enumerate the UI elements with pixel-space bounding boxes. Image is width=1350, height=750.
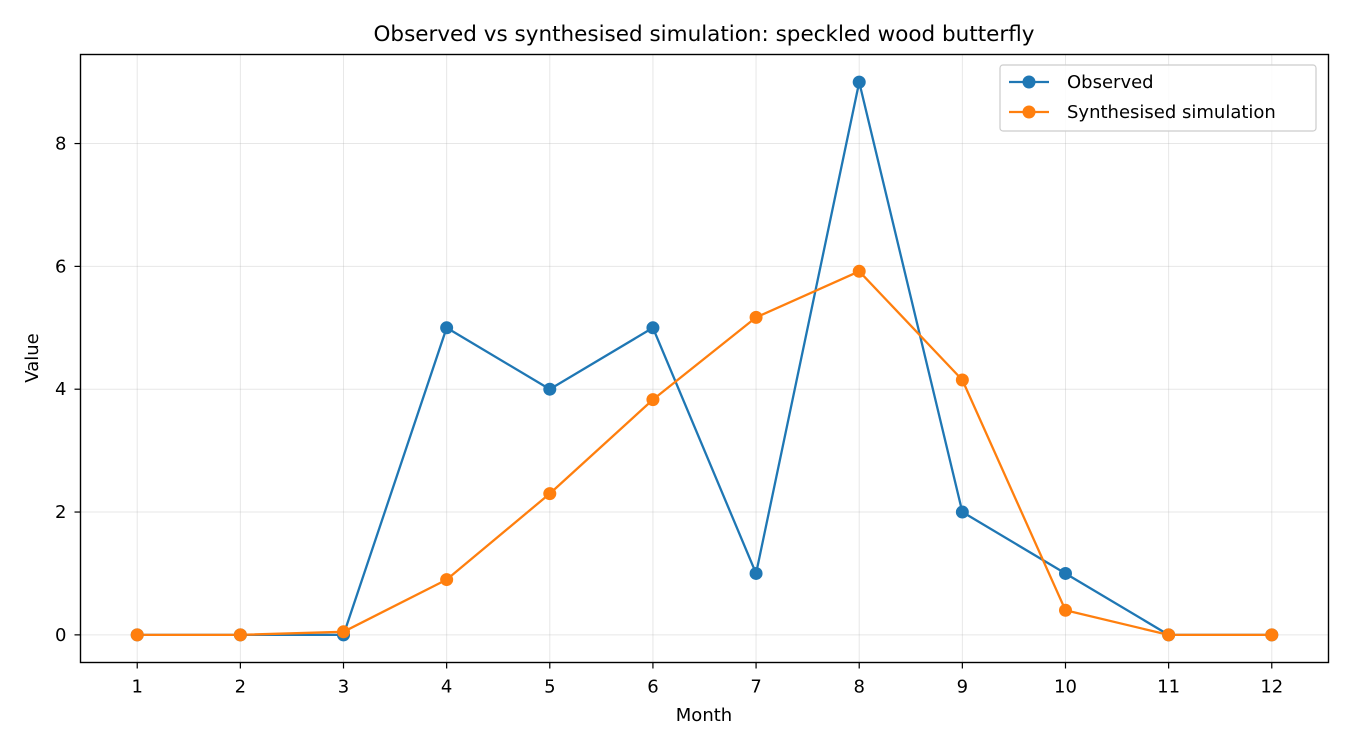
series-0-point (543, 382, 557, 396)
y-tick-label: 4 (55, 379, 66, 400)
x-tick-label: 5 (544, 677, 555, 698)
series-1-point (1058, 603, 1072, 617)
plot-area-frame (79, 53, 1330, 664)
series-1-point (440, 573, 454, 587)
series-1-point (749, 310, 763, 324)
legend: Observed Synthesised simulation (999, 64, 1317, 132)
series-1-point (1265, 628, 1279, 642)
x-tick-label: 1 (132, 677, 143, 698)
chart-title: Observed vs synthesised simulation: spec… (374, 22, 1035, 47)
series-0-point (440, 321, 454, 335)
y-axis-ticks: 0 2 4 6 8 (55, 134, 81, 646)
series-1-point (1162, 628, 1176, 642)
y-tick-label: 6 (55, 256, 66, 277)
series-line-1 (137, 270, 1272, 637)
series-lines (137, 80, 1272, 637)
series-markers (130, 75, 1279, 642)
legend-frame (999, 64, 1317, 132)
legend-label-observed: Observed (1067, 72, 1154, 93)
y-tick-label: 0 (55, 625, 66, 646)
series-line-0 (137, 80, 1272, 637)
legend-label-simulation: Synthesised simulation (1067, 102, 1276, 123)
series-0-point (749, 566, 763, 580)
x-tick-label: 10 (1054, 677, 1077, 698)
series-1-point (852, 264, 866, 278)
x-tick-label: 11 (1157, 677, 1180, 698)
x-tick-label: 9 (957, 677, 968, 698)
x-tick-label: 8 (853, 677, 864, 698)
legend-swatch-marker-observed (1022, 75, 1036, 89)
grid-lines (80, 54, 1329, 663)
x-tick-label: 7 (750, 677, 761, 698)
x-axis-ticks: 1 2 3 4 5 6 7 8 9 10 11 12 (132, 662, 1283, 698)
x-tick-label: 6 (647, 677, 658, 698)
series-1-point (337, 625, 351, 639)
series-0-point (646, 321, 660, 335)
series-0-point (852, 75, 866, 89)
series-1-point (646, 393, 660, 407)
series-1-point (955, 373, 969, 387)
y-tick-label: 8 (55, 134, 66, 155)
x-tick-label: 2 (235, 677, 246, 698)
series-1-point (543, 487, 557, 501)
series-0-point (955, 505, 969, 519)
x-tick-label: 4 (441, 677, 452, 698)
y-tick-label: 2 (55, 502, 66, 523)
x-tick-label: 3 (338, 677, 349, 698)
x-tick-label: 12 (1260, 677, 1283, 698)
legend-swatch-marker-simulation (1022, 105, 1036, 119)
y-axis-label: Value (22, 333, 43, 382)
x-axis-label: Month (676, 705, 732, 726)
series-1-point (130, 628, 144, 642)
series-0-point (1058, 566, 1072, 580)
series-1-point (233, 628, 247, 642)
